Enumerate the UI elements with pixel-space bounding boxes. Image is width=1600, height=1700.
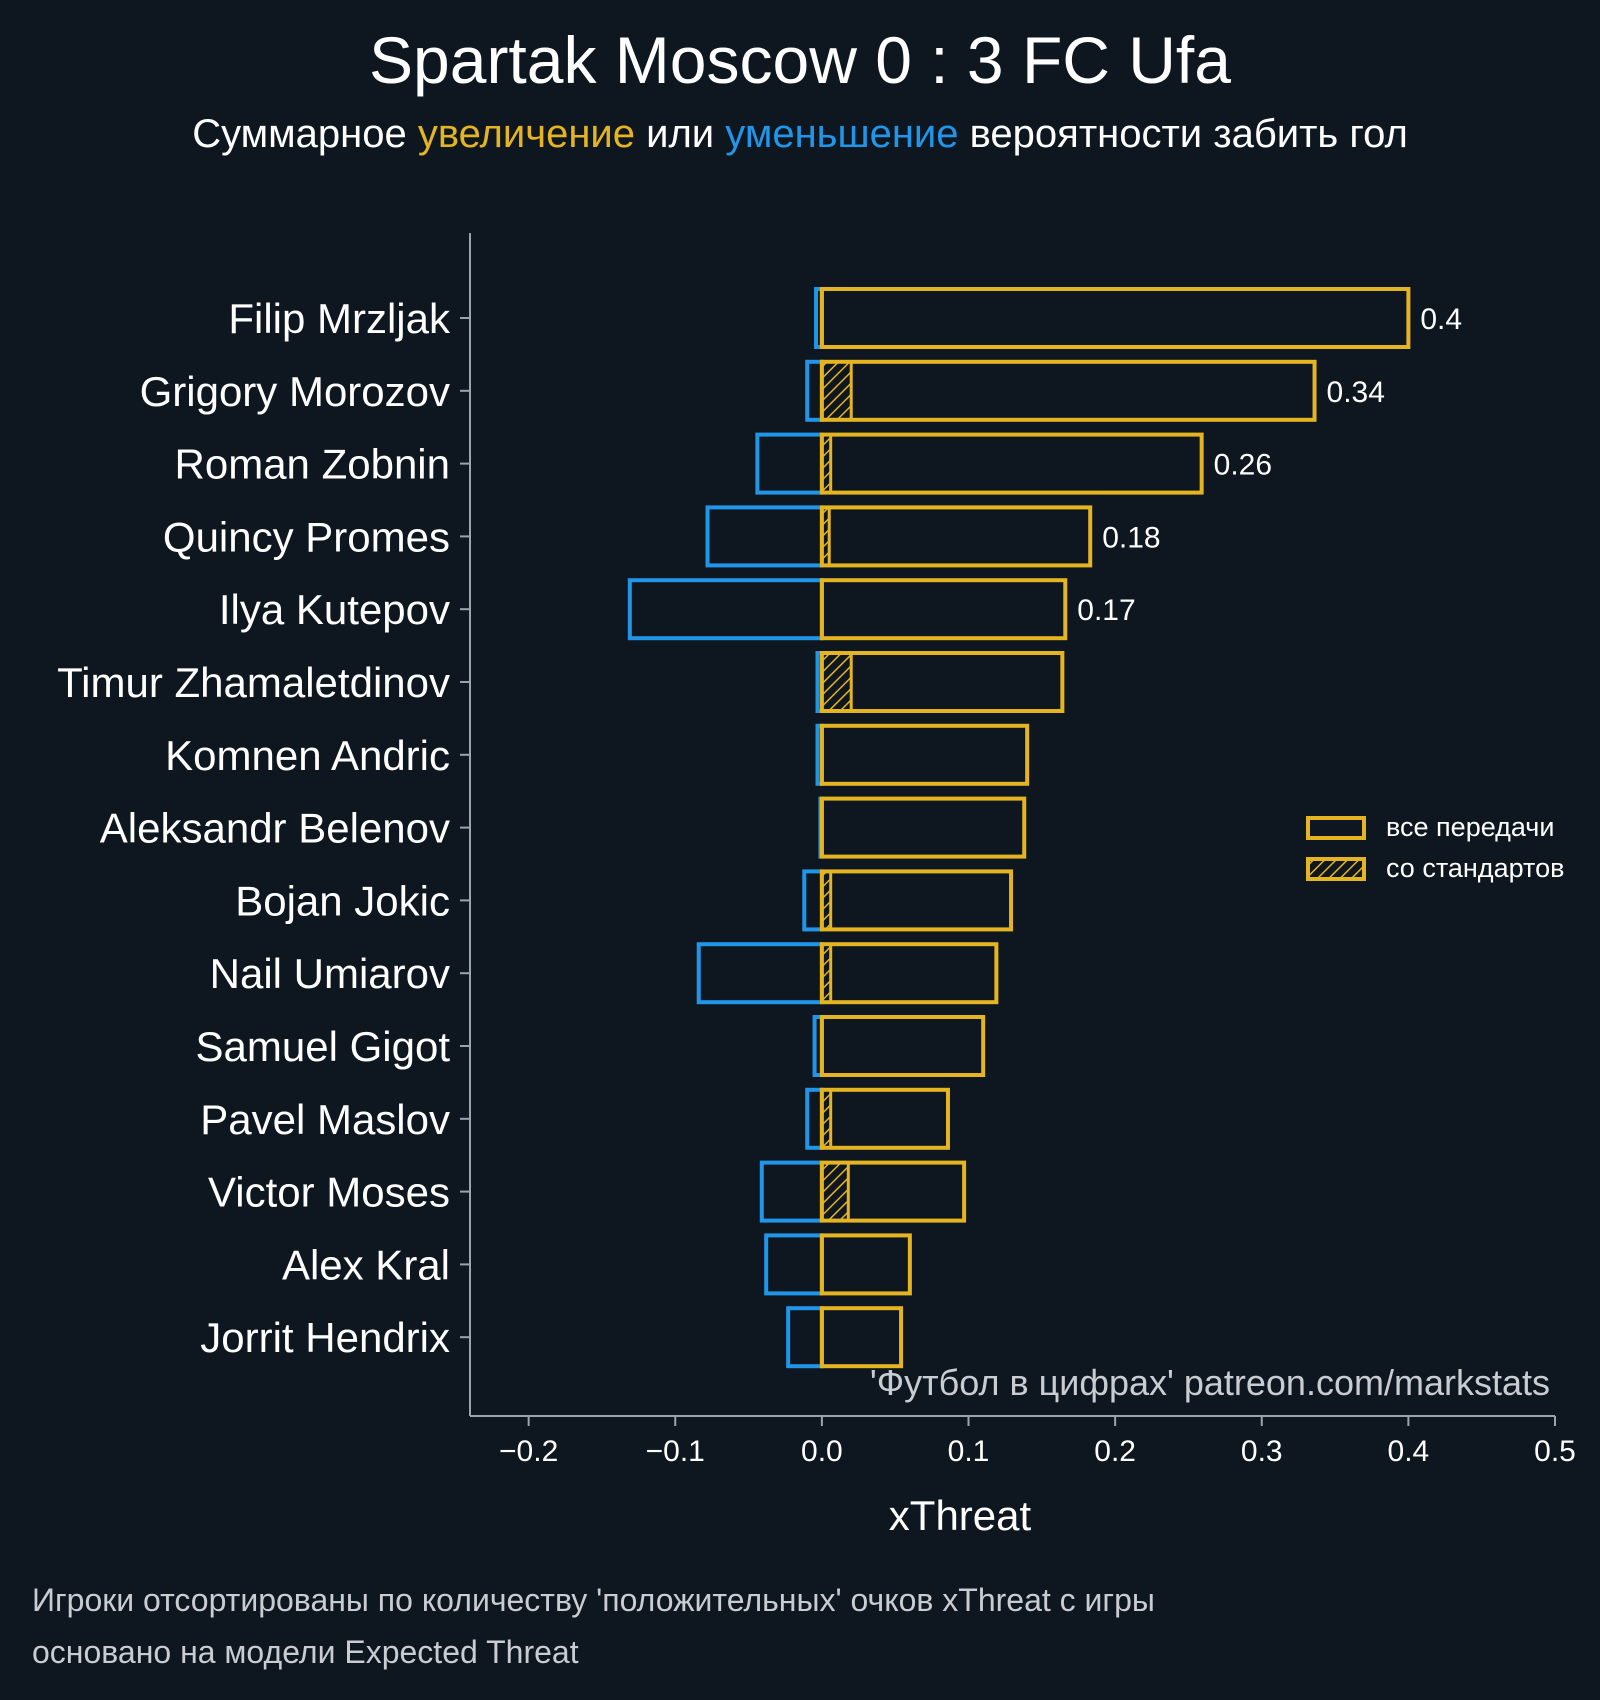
positive-bar <box>819 432 1204 495</box>
player-label: Filip Mrzljak <box>228 295 451 342</box>
x-tick-label: 0.5 <box>1534 1435 1576 1468</box>
player-label: Ilya Kutepov <box>219 586 450 633</box>
x-tick-label: 0.2 <box>1094 1435 1136 1468</box>
legend-label-set-pieces: со стандартов <box>1386 853 1564 883</box>
player-label: Victor Moses <box>208 1169 450 1216</box>
positive-bar <box>819 869 1014 932</box>
positive-bar <box>819 1160 967 1223</box>
x-tick-label: 0.0 <box>801 1435 843 1468</box>
x-tick-label: 0.4 <box>1388 1435 1430 1468</box>
negative-bar <box>786 1306 824 1369</box>
x-tick-label: 0.1 <box>948 1435 990 1468</box>
player-label: Komnen Andric <box>165 732 450 779</box>
player-label: Jorrit Hendrix <box>200 1314 450 1361</box>
positive-bar <box>819 505 1093 568</box>
player-label: Grigory Morozov <box>140 368 450 415</box>
watermark: 'Футбол в цифрах' patreon.com/markstats <box>870 1362 1550 1403</box>
legend-swatch-all-passes <box>1306 816 1366 840</box>
negative-bar <box>805 359 824 422</box>
positive-bar <box>819 1015 986 1077</box>
positive-bar <box>819 578 1068 641</box>
positive-bar <box>819 1087 950 1150</box>
chart-title: Spartak Moscow 0 : 3 FC Ufa <box>369 23 1231 97</box>
player-label: Alex Kral <box>282 1241 450 1288</box>
subtitle-decrease: уменьшение <box>725 112 959 156</box>
set-piece-bar <box>820 1161 850 1223</box>
player-label: Samuel Gigot <box>196 1023 451 1070</box>
x-axis-label: xThreat <box>889 1492 1032 1539</box>
positive-bar <box>819 1233 912 1296</box>
legend-swatch-set-pieces <box>1306 857 1366 881</box>
chart-subtitle: Суммарное увеличение или уменьшение веро… <box>0 112 1600 157</box>
value-label: 0.26 <box>1214 449 1272 482</box>
negative-bar <box>759 1160 824 1223</box>
value-label: 0.17 <box>1077 594 1135 627</box>
negative-bar <box>805 1087 824 1150</box>
negative-bar <box>764 1233 824 1296</box>
subtitle-increase: увеличение <box>417 112 635 156</box>
subtitle-suffix: вероятности забить гол <box>958 112 1408 156</box>
player-label: Pavel Maslov <box>200 1096 450 1143</box>
negative-bar <box>705 505 824 568</box>
positive-bar <box>819 796 1027 859</box>
value-label: 0.34 <box>1327 376 1385 409</box>
subtitle-middle: или <box>635 112 726 156</box>
positive-bar <box>819 287 1411 349</box>
x-tick-label: −0.2 <box>499 1435 558 1468</box>
value-label: 0.18 <box>1102 521 1160 554</box>
player-label: Roman Zobnin <box>175 441 450 488</box>
positive-bar <box>819 942 999 1005</box>
footnote-model: основано на модели Expected Threat <box>32 1634 579 1670</box>
footnote-sorting: Игроки отсортированы по количеству 'поло… <box>32 1582 1155 1618</box>
set-piece-bar <box>820 360 853 422</box>
x-tick-label: −0.1 <box>646 1435 705 1468</box>
value-label: 0.4 <box>1420 303 1462 336</box>
set-piece-bar <box>820 651 853 713</box>
x-tick-label: 0.3 <box>1241 1435 1283 1468</box>
negative-bar <box>627 578 824 641</box>
player-label: Nail Umiarov <box>210 950 450 997</box>
positive-bar <box>819 359 1317 422</box>
negative-bar <box>696 942 824 1005</box>
positive-bar <box>819 1306 904 1369</box>
positive-bar <box>819 651 1065 713</box>
negative-bar <box>802 869 824 932</box>
subtitle-prefix: Суммарное <box>192 112 418 156</box>
negative-bar <box>755 432 824 495</box>
positive-bar <box>819 723 1030 786</box>
player-label: Timur Zhamaletdinov <box>57 659 450 706</box>
player-label: Aleksandr Belenov <box>100 805 450 852</box>
player-label: Quincy Promes <box>163 513 450 560</box>
legend-label-all-passes: все передачи <box>1386 812 1554 842</box>
player-label: Bojan Jokic <box>235 877 450 924</box>
